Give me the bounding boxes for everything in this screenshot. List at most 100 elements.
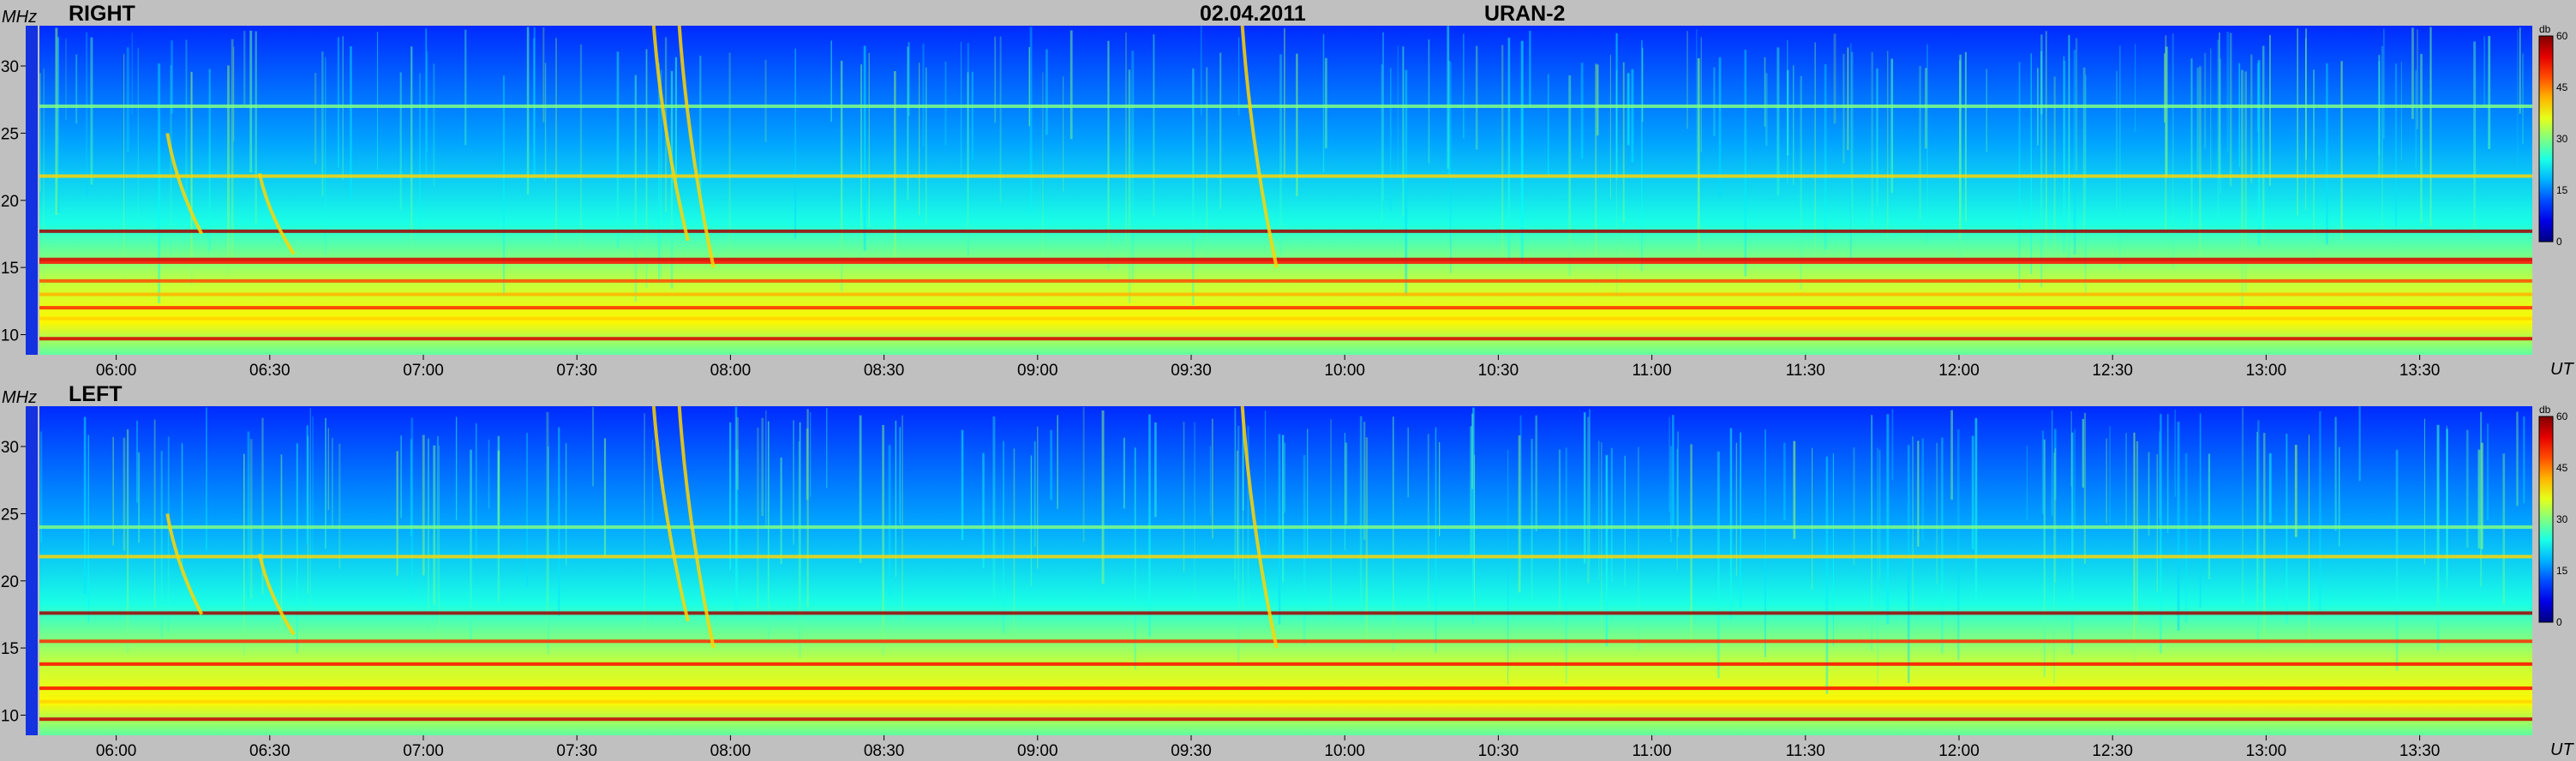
streak xyxy=(1609,55,1611,199)
x-tick-label: 10:00 xyxy=(1324,742,1365,760)
streak xyxy=(2226,32,2230,153)
streak xyxy=(1825,456,1829,694)
streak xyxy=(2196,67,2199,172)
streak xyxy=(502,75,505,297)
y-tick-label: 15 xyxy=(1,260,19,278)
streak xyxy=(83,416,87,595)
streak xyxy=(994,36,997,123)
interference-line xyxy=(39,279,2532,283)
streak xyxy=(922,43,925,147)
x-tick-label: 13:30 xyxy=(2399,362,2441,380)
streak xyxy=(1886,414,1890,625)
streak xyxy=(1851,51,1854,231)
streak xyxy=(138,452,141,543)
streak xyxy=(1587,416,1590,584)
streak xyxy=(1037,426,1039,569)
streak xyxy=(1589,409,1591,566)
streak xyxy=(1192,68,1195,306)
streak xyxy=(2429,27,2432,226)
streak xyxy=(314,73,317,165)
streak xyxy=(2319,411,2321,614)
streak xyxy=(255,31,257,225)
streak xyxy=(544,63,547,182)
streak xyxy=(2488,36,2491,149)
streak xyxy=(1082,406,1085,542)
streak xyxy=(1428,39,1430,164)
streak xyxy=(2523,416,2525,504)
streak xyxy=(1278,434,1281,625)
streak xyxy=(2480,442,2483,549)
streak xyxy=(1641,39,1643,272)
streak xyxy=(859,415,862,563)
interference-line xyxy=(39,105,2532,108)
interference-line xyxy=(39,174,2532,178)
streak xyxy=(410,46,413,251)
x-tick-label: 07:00 xyxy=(403,742,444,760)
y-ticks: 10 15 20 25 30 xyxy=(1,58,26,345)
streak xyxy=(644,413,645,628)
streak xyxy=(2054,428,2057,500)
streak xyxy=(2257,420,2260,640)
x-tick-label: 11:30 xyxy=(1786,362,1825,380)
streak xyxy=(1642,47,1644,123)
x-tick-label: 08:00 xyxy=(710,362,752,380)
streak xyxy=(2116,70,2118,212)
streak xyxy=(1605,455,1609,647)
streak xyxy=(526,433,528,587)
streak xyxy=(433,63,435,187)
streak xyxy=(1325,57,1327,149)
streak xyxy=(799,422,801,658)
interference-line xyxy=(39,229,2532,233)
streak xyxy=(1518,435,1521,593)
streak xyxy=(1392,416,1394,650)
streak xyxy=(2473,41,2477,238)
y-tick-label: 30 xyxy=(1,439,19,457)
streak xyxy=(2238,63,2241,168)
streak xyxy=(410,439,413,536)
streak xyxy=(830,40,832,122)
x-tick-label: 12:00 xyxy=(1938,742,1980,760)
streak xyxy=(1853,447,1855,566)
streak xyxy=(2522,53,2524,145)
streak xyxy=(1390,68,1392,211)
streak xyxy=(1028,47,1030,127)
streak xyxy=(1209,446,1212,516)
streak xyxy=(1154,422,1157,518)
streak xyxy=(757,428,759,609)
streak xyxy=(2305,38,2307,211)
streak xyxy=(2085,75,2087,294)
streak xyxy=(1219,52,1222,210)
streak xyxy=(793,420,794,545)
x-tick-label: 11:00 xyxy=(1632,362,1672,380)
x-tick-label: 09:00 xyxy=(1017,742,1058,760)
burst xyxy=(1240,405,1279,649)
streak xyxy=(2026,446,2028,520)
streak xyxy=(171,40,173,114)
streak xyxy=(1507,37,1511,261)
x-tick-label: 12:00 xyxy=(1938,362,1980,380)
streak xyxy=(455,416,458,521)
instrument-label: URAN-2 xyxy=(1484,2,1565,26)
streak xyxy=(1284,27,1285,177)
streak xyxy=(419,73,421,230)
colorbar-tick-label: 15 xyxy=(2556,184,2568,196)
colorbar-unit: db xyxy=(2539,23,2551,35)
streak xyxy=(1279,54,1282,255)
streak xyxy=(1672,415,1674,526)
streak xyxy=(1580,63,1584,159)
streak xyxy=(1964,51,1967,222)
heatmap-layer xyxy=(39,405,2532,735)
streak xyxy=(2261,45,2265,251)
streak xyxy=(1824,64,1827,250)
streak xyxy=(2268,453,2272,524)
streak xyxy=(1744,50,1747,277)
streak xyxy=(136,420,138,503)
streak xyxy=(170,65,172,255)
burst xyxy=(257,172,296,255)
streak xyxy=(2106,438,2107,524)
streak xyxy=(1427,434,1429,608)
streak xyxy=(1700,37,1702,153)
streak xyxy=(1890,58,1894,194)
streak xyxy=(1601,442,1603,633)
streak xyxy=(961,429,964,541)
